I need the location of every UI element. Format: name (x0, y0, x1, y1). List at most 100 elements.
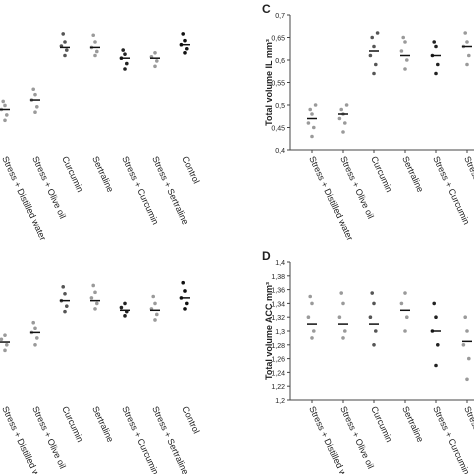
data-point (343, 329, 347, 333)
x-tick-label: Control (180, 155, 201, 186)
data-point (403, 291, 407, 295)
data-point (467, 53, 471, 58)
data-point (35, 105, 39, 109)
data-point (5, 113, 9, 117)
data-point (461, 343, 466, 347)
data-point (312, 329, 316, 333)
data-point (95, 49, 99, 54)
data-point (33, 326, 37, 331)
data-point (185, 46, 189, 51)
y-tick-label: 0,65 (271, 36, 285, 43)
x-tick-label: Curcumin (369, 405, 394, 444)
data-point (93, 53, 97, 58)
data-point (341, 336, 345, 340)
y-tick-label: 1,36 (271, 288, 285, 295)
data-point (63, 291, 67, 296)
data-point (465, 40, 469, 44)
data-point (463, 315, 468, 320)
data-point (125, 61, 129, 66)
data-point (183, 307, 187, 311)
data-point (465, 329, 469, 333)
data-point (33, 92, 37, 97)
y-tick-label: 1,4 (275, 260, 285, 267)
data-point (434, 363, 438, 368)
data-point (3, 348, 7, 353)
data-point (368, 315, 373, 320)
data-point (123, 301, 127, 306)
x-tick-label: Stress + Olive oil (338, 405, 376, 471)
data-point (61, 285, 65, 289)
data-point (434, 315, 438, 320)
data-point (463, 31, 468, 35)
data-point (401, 35, 406, 40)
data-point (337, 116, 342, 121)
data-point (153, 301, 157, 306)
data-point (403, 40, 407, 44)
data-point (399, 301, 404, 306)
x-tick-label: Control (180, 405, 201, 436)
data-point (434, 71, 438, 76)
y-axis-label: Total volume IL mm³ (264, 39, 274, 126)
data-point (61, 32, 65, 36)
y-tick-label: 0,6 (275, 58, 285, 65)
y-axis-label: Total volume ACC mm³ (264, 282, 274, 380)
data-point (5, 343, 9, 347)
data-point (372, 301, 376, 306)
x-tick-label: Curcumin (60, 405, 85, 444)
data-point (183, 38, 187, 43)
y-tick-label: 0,7 (275, 13, 285, 20)
data-point (95, 301, 99, 306)
data-point (374, 329, 378, 333)
data-point (1, 99, 5, 104)
data-point (310, 336, 314, 340)
y-tick-label: 1,28 (271, 343, 285, 350)
data-point (432, 40, 437, 44)
x-tick-label: Sertraline (90, 155, 115, 194)
data-point (403, 329, 407, 333)
data-point (405, 315, 409, 320)
y-tick-label: 0,5 (275, 103, 285, 110)
data-point (31, 87, 35, 92)
data-point (375, 31, 380, 35)
y-tick-label: 1,32 (271, 315, 285, 322)
data-point (310, 112, 314, 116)
x-tick-label: Curcumin (369, 155, 394, 194)
data-point (306, 315, 311, 320)
data-point (310, 134, 314, 139)
data-point (63, 40, 67, 44)
data-point (185, 301, 189, 306)
y-tick-label: 1,38 (271, 274, 285, 281)
data-point (432, 301, 437, 306)
data-point (310, 301, 314, 306)
x-tick-label: Curcumin (60, 155, 85, 194)
y-tick-label: 0,55 (271, 81, 285, 88)
y-tick-label: 1,24 (271, 370, 285, 377)
data-point (89, 296, 94, 300)
x-tick-label: Sertraline (400, 155, 425, 194)
data-point (93, 290, 97, 295)
data-point (465, 62, 469, 67)
data-point (93, 307, 97, 311)
data-point (436, 343, 440, 347)
data-point (465, 377, 469, 382)
data-point (339, 291, 344, 295)
data-point (313, 103, 318, 107)
data-point (119, 305, 124, 310)
data-point (155, 59, 159, 63)
data-point (312, 125, 316, 130)
data-point (403, 67, 407, 71)
data-point (344, 103, 349, 107)
data-point (3, 118, 7, 123)
data-point (368, 53, 373, 58)
data-point (123, 52, 127, 56)
data-point (0, 337, 4, 342)
data-point (155, 312, 159, 317)
data-point (151, 294, 155, 299)
data-point (63, 53, 67, 58)
data-point (63, 309, 67, 314)
x-tick-label: Sertraline (90, 405, 115, 444)
data-point (153, 51, 157, 55)
data-point (341, 301, 345, 306)
data-point (374, 62, 378, 67)
